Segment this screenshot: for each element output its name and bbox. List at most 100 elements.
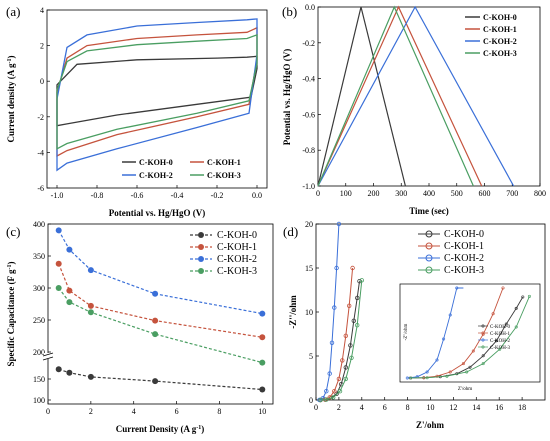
x-tick-label: 800: [534, 189, 546, 198]
capacitance-point-c-koh-3: [259, 359, 266, 366]
capacitance-point-c-koh-1: [66, 287, 73, 294]
y-tick-label: 2: [40, 42, 44, 51]
nyquist-point-c-koh-1: [350, 265, 355, 271]
series-group-b: [317, 5, 515, 187]
inset-point-c-koh-2: [405, 376, 409, 380]
nyquist-point-c-koh-2: [327, 371, 332, 376]
capacitance-point-c-koh-0: [55, 366, 62, 373]
x-tick-label: 14: [472, 403, 480, 412]
capacitance-point-c-koh-2: [66, 246, 73, 253]
capacitance-point-c-koh-2: [55, 227, 62, 234]
inset-d: Z'/ohm -Z''/ohm C-KOH-0C-KOH-1C-KOH-2C-K…: [399, 283, 541, 392]
x-tick-label: -0.6: [131, 191, 144, 200]
x-tick-label: 8: [217, 407, 221, 416]
y-tick-label: 100: [33, 396, 45, 405]
x-tick-label: 10: [258, 407, 266, 416]
x-tick-label: 0: [314, 403, 318, 412]
inset-point-c-koh-2: [455, 286, 459, 290]
nyquist-point-c-koh-3: [349, 355, 354, 360]
legend-c: C-KOH-0C-KOH-1C-KOH-2C-KOH-3: [190, 230, 257, 277]
legend-d: C-KOH-0C-KOH-1C-KOH-2C-KOH-3: [418, 229, 484, 276]
panel-label-b: (b): [282, 4, 297, 19]
panel-label-c: (c): [6, 224, 20, 239]
capacitance-point-c-koh-0: [152, 378, 159, 385]
x-tick-label: 6: [175, 407, 179, 416]
inset-point-c-koh-3: [481, 362, 485, 366]
x-tick-label: 10: [427, 403, 435, 412]
cv-curve-c-koh-3: [56, 33, 258, 150]
x-tick-label: 0: [316, 189, 320, 198]
nyquist-point-c-koh-0: [351, 318, 356, 323]
y-tick-label: 5: [309, 352, 313, 361]
inset-point-c-koh-1: [491, 312, 495, 316]
nyquist-point-c-koh-1: [340, 358, 345, 363]
inset-point-c-koh-2: [448, 313, 452, 317]
y-tick-label: 0: [40, 77, 44, 86]
axis-ticks-c: 0 2 4 6 8 10 100 150 200 250 300 350 400: [33, 220, 266, 416]
legend-label-c-koh-0: C-KOH-0: [483, 13, 517, 22]
x-axis-label-d: Z'/ohm: [416, 420, 445, 430]
nyquist-point-c-koh-3: [359, 278, 364, 283]
inset-point-c-koh-3: [445, 374, 449, 378]
x-axis-label-b: Time (sec): [409, 206, 449, 216]
legend-marker-c-koh-1: [198, 244, 204, 250]
y-axis-label-c: Specific Capacitance (F g-1): [6, 262, 16, 367]
nyquist-point-c-koh-0: [334, 391, 339, 396]
y-tick-label: 10: [305, 308, 313, 317]
nyquist-point-c-koh-2: [332, 305, 337, 310]
inset-line-c-koh-2: [407, 287, 464, 379]
inset-point-c-koh-0: [514, 306, 518, 310]
capacitance-line-c-koh-3: [58, 287, 263, 364]
capacitance-point-c-koh-2: [87, 267, 94, 274]
inset-legend-label-c-koh-1: C-KOH-1: [490, 332, 510, 337]
y-tick-label: -0.6: [302, 110, 315, 119]
legend-marker-c-koh-2: [425, 254, 433, 262]
panel-label-a: (a): [6, 4, 20, 19]
y-tick-label: 15: [305, 264, 313, 273]
panel-c: (c) 0 2 4 6 8 10 100 150 200 250 300 350 400 Current…: [6, 220, 274, 434]
y-tick-label: -6: [37, 184, 44, 193]
legend-label-c-koh-0: C-KOH-0: [444, 229, 484, 240]
gcd-curve-c-koh-2: [317, 5, 515, 187]
x-tick-label: -0.2: [211, 191, 224, 200]
inset-legend-marker-c-koh-3: [481, 345, 485, 349]
inset-legend-label-c-koh-2: C-KOH-2: [490, 339, 510, 344]
x-tick-label: 2: [337, 403, 341, 412]
y-tick-label: 0: [309, 396, 313, 405]
y-tick-label: 200: [33, 348, 45, 357]
y-tick-label: -0.2: [302, 39, 315, 48]
inset-legend-marker-c-koh-2: [481, 338, 485, 342]
nyquist-point-c-koh-3: [331, 395, 336, 400]
y-tick-label: 20: [305, 220, 313, 229]
x-tick-label: 12: [449, 403, 457, 412]
y-tick-label: 250: [33, 316, 45, 325]
capacitance-point-c-koh-3: [152, 331, 159, 338]
legend-label-c-koh-3: C-KOH-3: [207, 171, 241, 180]
x-tick-label: 2: [89, 407, 93, 416]
nyquist-point-c-koh-3: [318, 397, 323, 403]
x-tick-label: 4: [360, 403, 364, 412]
legend-marker-c-koh-0: [425, 230, 433, 238]
plot-frame-c: [47, 223, 274, 405]
x-axis-label-c: Current Density (A g-1): [116, 424, 205, 434]
nyquist-point-c-koh-3: [337, 389, 343, 394]
y-tick-label: 150: [33, 375, 45, 384]
legend-label-c-koh-0: C-KOH-0: [139, 158, 173, 167]
inset-point-c-koh-0: [481, 354, 485, 358]
capacitance-point-c-koh-1: [87, 302, 94, 309]
x-tick-label: -1.0: [51, 191, 64, 200]
cv-curve-c-koh-2: [56, 18, 258, 172]
inset-point-c-koh-0: [468, 365, 472, 369]
legend-marker-c-koh-3: [198, 268, 204, 274]
x-tick-label: 0.0: [252, 191, 262, 200]
inset-series-group: [405, 286, 531, 380]
nyquist-point-c-koh-1: [336, 376, 342, 382]
capacitance-point-c-koh-0: [87, 373, 94, 380]
y-tick-label: -0.8: [302, 146, 315, 155]
legend-marker-c-koh-1: [425, 242, 433, 250]
inset-legend-label-c-koh-0: C-KOH-0: [490, 325, 510, 330]
axis-ticks-a: -1.0 -0.8 -0.6 -0.4 -0.2 0.0 -6 -4 -2 0 2 4: [37, 6, 262, 200]
x-tick-label: 700: [506, 189, 518, 198]
inset-legend-label-c-koh-3: C-KOH-3: [490, 346, 510, 351]
